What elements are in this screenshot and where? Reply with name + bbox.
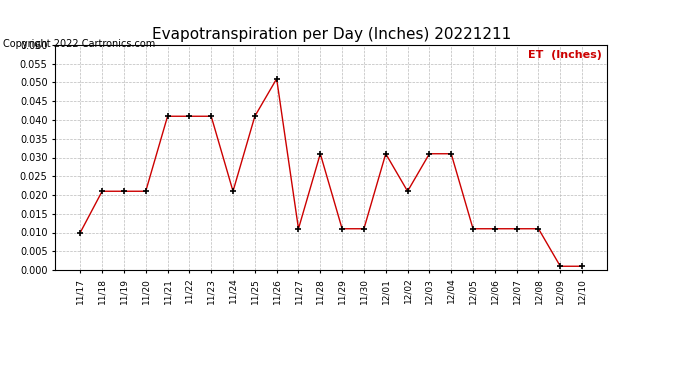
Text: Copyright 2022 Cartronics.com: Copyright 2022 Cartronics.com: [3, 39, 156, 50]
Title: Evapotranspiration per Day (Inches) 20221211: Evapotranspiration per Day (Inches) 2022…: [152, 27, 511, 42]
Text: ET  (Inches): ET (Inches): [528, 50, 602, 60]
